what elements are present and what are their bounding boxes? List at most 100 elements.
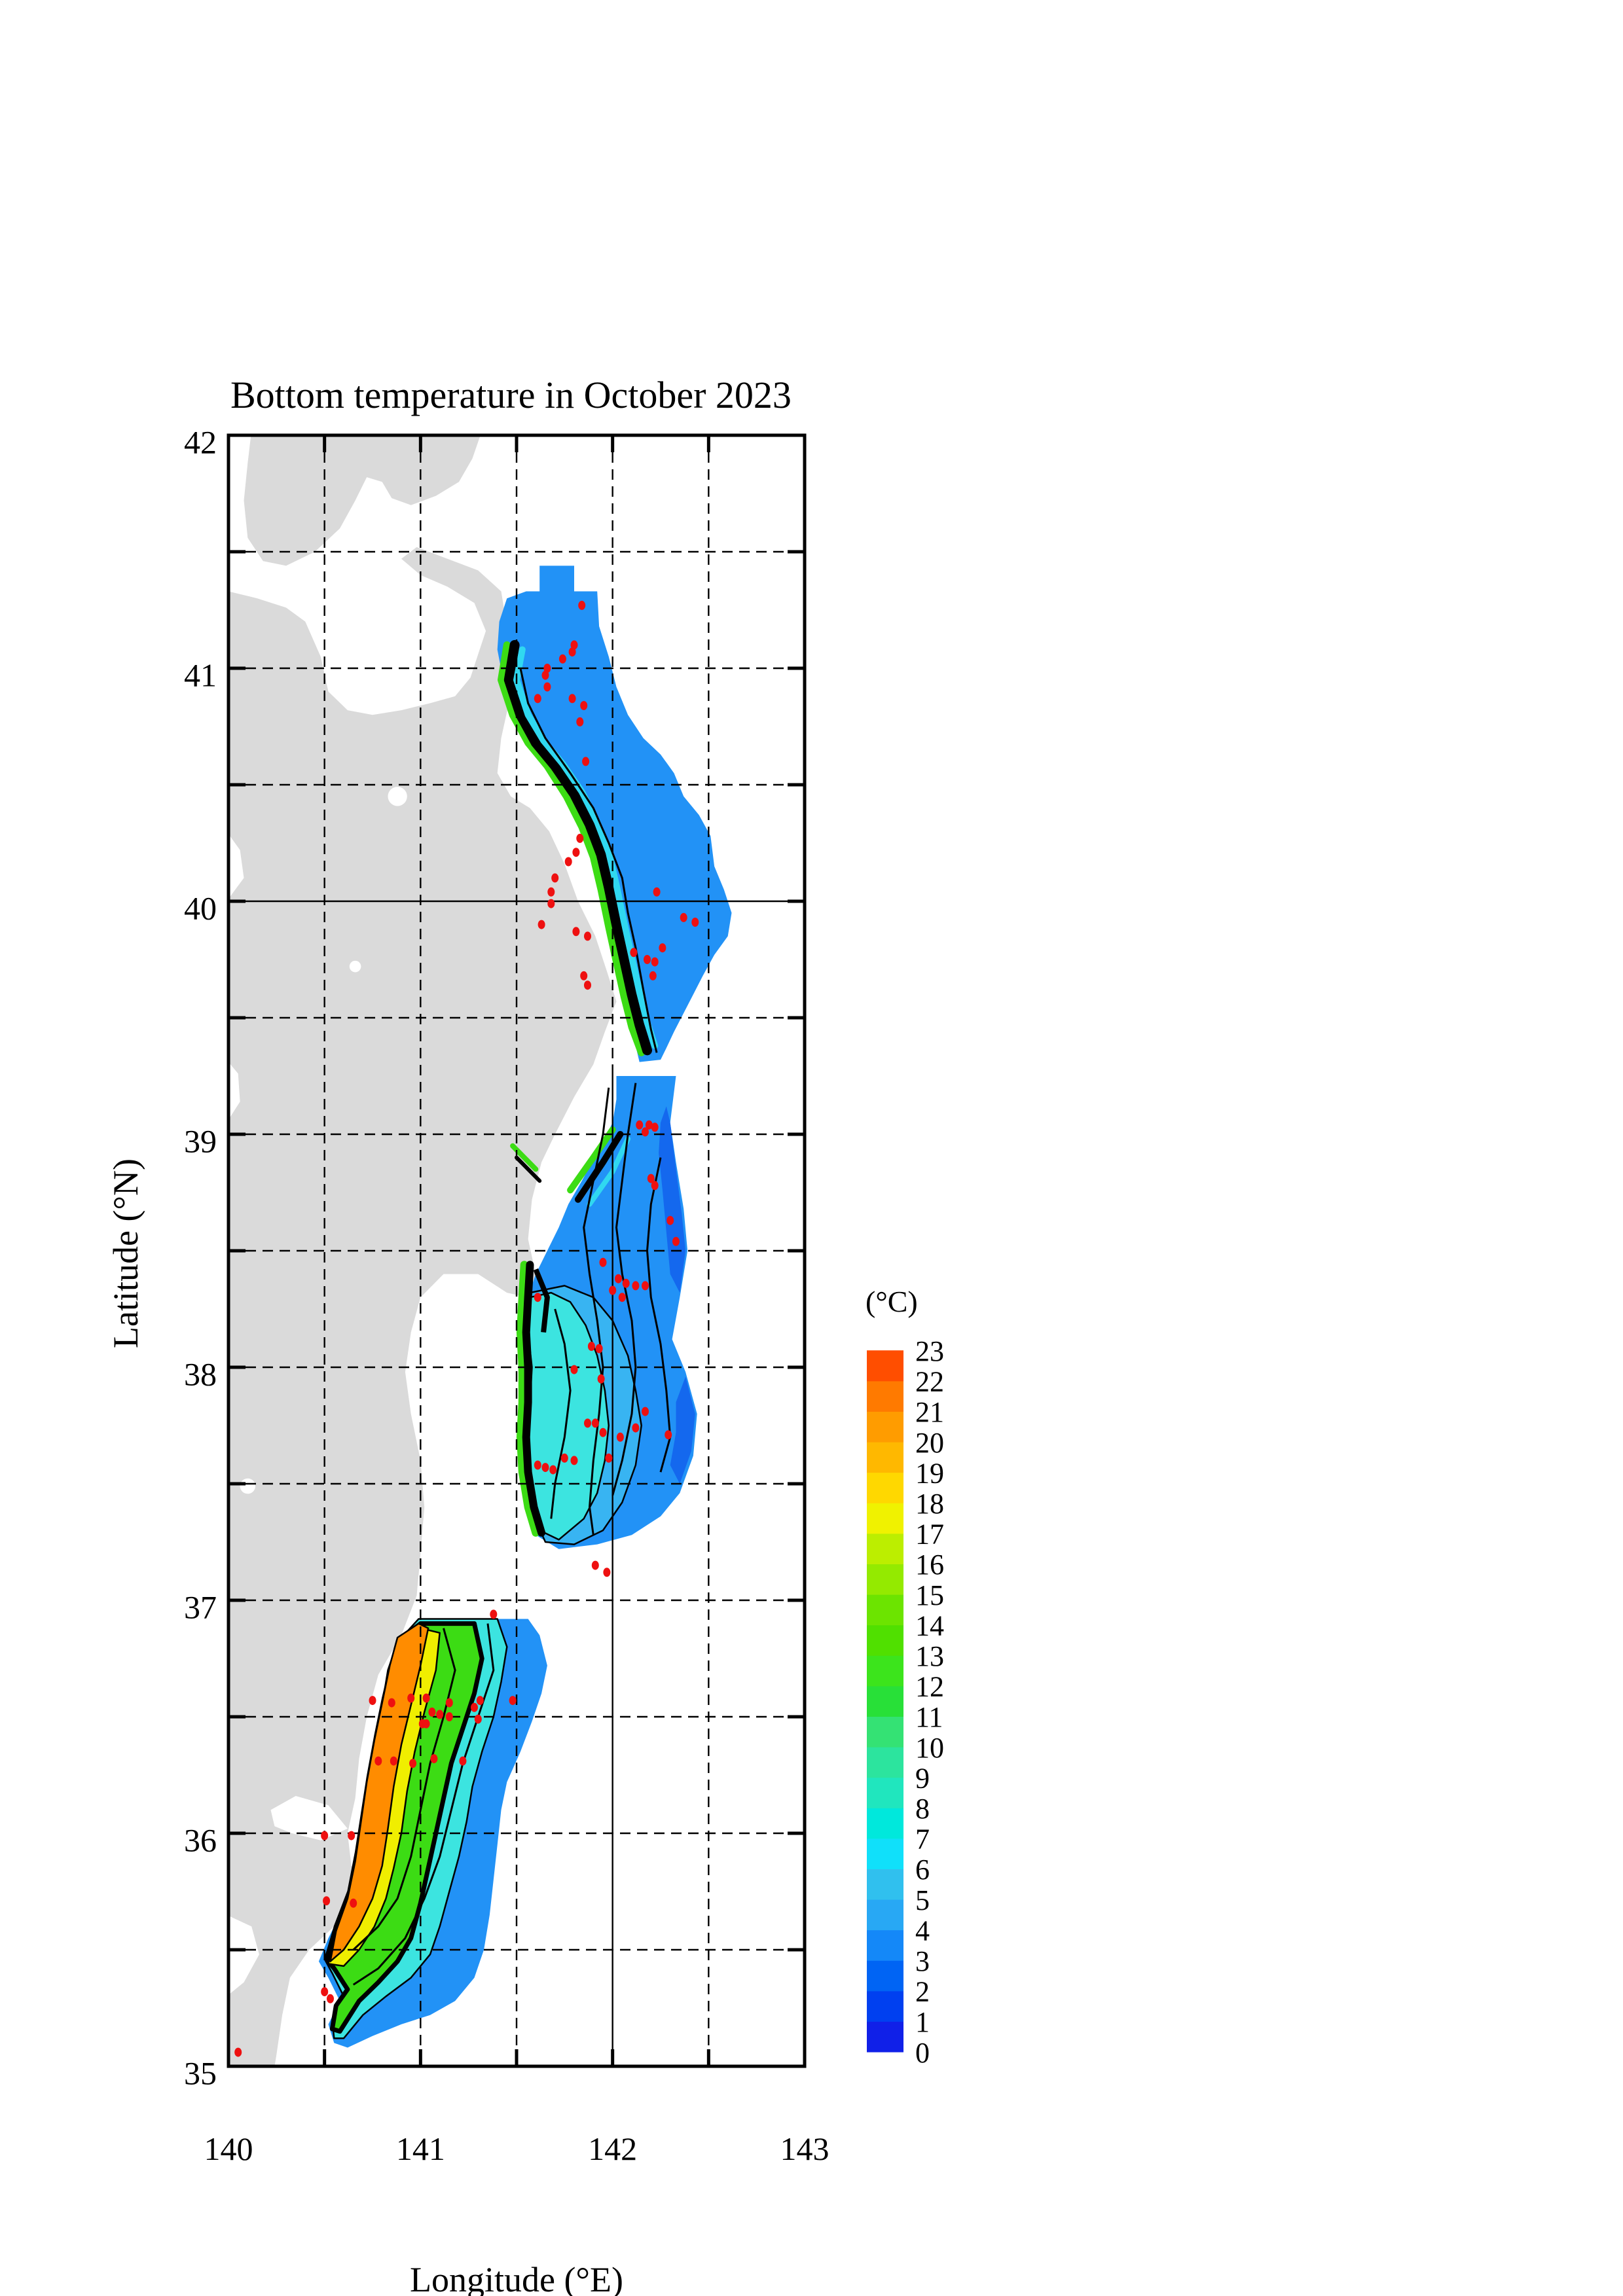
colorbar-segment <box>867 1533 903 1564</box>
colorbar-tick-label: 15 <box>915 1579 944 1611</box>
station-dot <box>476 1696 484 1706</box>
station-dot <box>630 948 638 958</box>
station-dot <box>603 1568 611 1577</box>
colorbar-segment <box>867 1624 903 1656</box>
mid-field-darkblue-upper <box>659 1106 686 1293</box>
kesennuma-streak-green <box>510 1143 539 1172</box>
colorbar-segment <box>867 1777 903 1808</box>
contour-line-6 <box>352 1628 456 1951</box>
station-dot <box>597 1374 605 1384</box>
station-dot <box>642 1127 649 1137</box>
station-dot <box>570 1365 578 1374</box>
axes-layer: 140 141 142 143 35 36 37 38 39 40 41 42 <box>184 424 830 2168</box>
station-dot <box>599 1427 607 1437</box>
colorbar-tick-label: 9 <box>915 1762 930 1794</box>
colorbar-segment <box>867 1685 903 1717</box>
station-dot <box>459 1756 467 1766</box>
north-coast-green <box>498 641 646 1056</box>
y-tick-label: 40 <box>184 890 217 927</box>
station-dot <box>580 971 588 980</box>
colorbar-tick-label: 11 <box>915 1701 943 1733</box>
y-tick-label: 37 <box>184 1589 217 1626</box>
contour-line-5 <box>533 1268 550 1333</box>
station-dot <box>568 694 576 704</box>
station-dot <box>584 1418 591 1428</box>
colorbar-segment <box>867 1564 903 1595</box>
colorbar-tick-label: 6 <box>915 1854 930 1886</box>
mid-coast-black <box>522 1261 546 1537</box>
station-dot <box>691 918 699 927</box>
y-tick-label: 36 <box>184 1822 217 1859</box>
north-coast-cyan <box>513 646 659 1049</box>
colorbar-segment <box>867 1808 903 1839</box>
colorbar-segment <box>867 1990 903 2022</box>
station-dot <box>672 1236 680 1246</box>
station-dot <box>680 912 687 922</box>
colorbar-segment <box>867 1869 903 1900</box>
colorbar-tick-label: 14 <box>915 1609 944 1641</box>
y-tick-label: 42 <box>184 424 217 461</box>
colorbar-segment <box>867 1472 903 1503</box>
station-dot <box>564 857 572 867</box>
station-dot <box>549 1465 557 1475</box>
y-tick-label: 41 <box>184 657 217 694</box>
colorbar-tick-label: 19 <box>915 1457 944 1489</box>
station-dot <box>642 1407 649 1416</box>
station-dot <box>388 1698 395 1708</box>
y-tick-label: 35 <box>184 2055 217 2092</box>
station-dot <box>578 600 586 610</box>
colorbar-tick-label: 22 <box>915 1366 944 1398</box>
colorbar-tick-label: 10 <box>915 1732 944 1764</box>
station-dot <box>428 1707 436 1717</box>
station-dot <box>618 1293 626 1302</box>
station-dot <box>234 2047 242 2057</box>
station-dot <box>422 1693 430 1703</box>
station-dot <box>547 899 555 908</box>
station-dot <box>666 1215 674 1225</box>
colorbar-tick-label: 17 <box>915 1518 944 1551</box>
station-dot <box>369 1696 376 1706</box>
colorbar-tick-label: 2 <box>915 1976 930 2008</box>
colorbar-segment <box>867 1442 903 1473</box>
station-dot <box>547 887 555 897</box>
station-dot <box>584 980 591 990</box>
colorbar-segment <box>867 1747 903 1778</box>
contour-line-1 <box>583 1087 610 1535</box>
contour-line-2 <box>611 1083 637 1496</box>
water-body-3 <box>228 1915 259 1995</box>
station-dot <box>471 1702 478 1712</box>
land-hokkaido <box>244 435 481 566</box>
x-tick-label: 140 <box>204 2130 253 2167</box>
station-dot <box>651 957 659 967</box>
colorbar-tick-label: 16 <box>915 1549 944 1581</box>
station-dot <box>644 955 651 964</box>
station-dot <box>622 1278 630 1288</box>
north-field-blue <box>497 565 732 1062</box>
station-dot <box>615 1274 622 1283</box>
colorbar-segment <box>867 1594 903 1626</box>
mid-field-darkblue-lower <box>670 1376 695 1484</box>
colorbar-segment <box>867 1503 903 1534</box>
kesennuma-streak-black <box>515 1155 542 1183</box>
station-dot <box>599 1257 607 1267</box>
colorbar-tick-label: 7 <box>915 1823 930 1856</box>
station-dot <box>407 1693 415 1703</box>
station-dot <box>543 664 551 673</box>
station-dot <box>609 1285 617 1295</box>
x-tick-label: 141 <box>396 2130 445 2167</box>
station-dot <box>541 670 549 680</box>
colorbar-segment <box>867 1838 903 1869</box>
x-axis-label: Longitude (°E) <box>409 2260 623 2296</box>
station-dot <box>580 701 588 710</box>
map-layers <box>228 435 805 2066</box>
station-dot <box>582 757 590 766</box>
water-body-0 <box>367 603 456 692</box>
station-dot <box>645 1120 653 1130</box>
contour-line-4 <box>550 1308 572 1519</box>
colorbar-tick-label: 5 <box>915 1884 930 1916</box>
colorbar-unit-label: (°C) <box>866 1285 918 1318</box>
station-dot <box>348 1831 356 1840</box>
stations-layer <box>234 600 699 2057</box>
